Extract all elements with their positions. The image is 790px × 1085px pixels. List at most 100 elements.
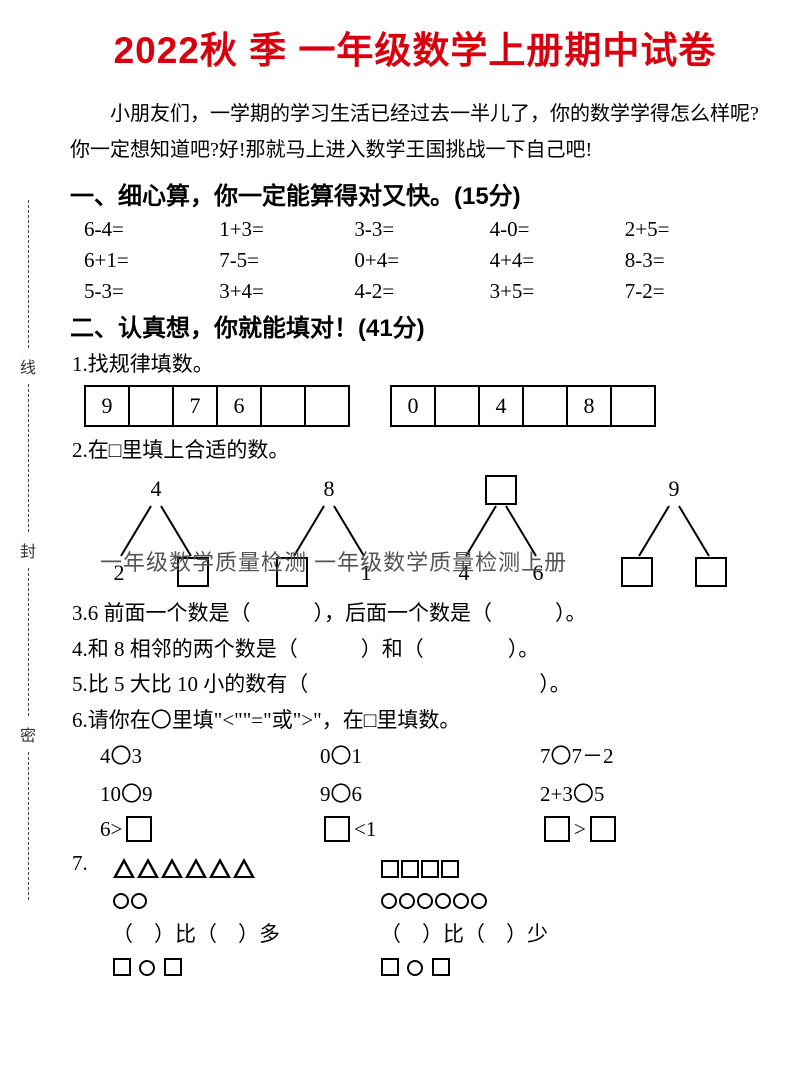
q7-right-text: （ ）比（ ）少 — [380, 918, 548, 948]
q7-label: 7. — [72, 851, 88, 875]
circle-icon — [131, 893, 147, 909]
arith-item: 7-2= — [625, 279, 760, 304]
circle-icon — [417, 893, 433, 909]
seq-cell — [435, 386, 479, 426]
content-area: 2022秋 季 一年级数学上册期中试卷 小朋友们，一学期的学习生活已经过去一半儿… — [70, 20, 760, 979]
arith-item: 3-3= — [354, 217, 489, 242]
compare-item: 10〇9 — [100, 778, 320, 808]
q7-left-text: （ ）比（ ）多 — [112, 918, 280, 948]
compare-item: > — [540, 816, 760, 842]
side-char: 密 — [20, 722, 36, 746]
triangle-icon — [209, 858, 231, 878]
arith-item: 4+4= — [490, 248, 625, 273]
circle-row — [112, 887, 280, 912]
square-icon — [381, 860, 399, 878]
side-char: 线 — [20, 354, 36, 378]
section1-heading: 一、细心算，你一定能算得对又快。(15分) — [70, 176, 760, 211]
svg-text:9: 9 — [668, 476, 679, 501]
intro-text: 小朋友们，一学期的学习生活已经过去一半儿了，你的数学学得怎么样呢?你一定想知道吧… — [70, 96, 760, 168]
sequence-tables: 9 7 6 0 4 8 — [84, 385, 760, 427]
circle-icon — [435, 893, 451, 909]
blank-box-icon — [544, 816, 570, 842]
triangle-icon — [137, 858, 159, 878]
square-icon — [381, 958, 399, 976]
seq-cell: 7 — [173, 386, 217, 426]
compare-grid: 4〇3 0〇1 7〇7－2 10〇9 9〇6 2+3〇5 6> <1 > — [100, 740, 760, 842]
arith-item: 6-4= — [84, 217, 219, 242]
seq-table-a: 9 7 6 — [84, 385, 350, 427]
seq-cell: 6 — [217, 386, 261, 426]
arith-item: 7-5= — [219, 248, 354, 273]
arith-item: 1+3= — [219, 217, 354, 242]
arith-item: 6+1= — [84, 248, 219, 273]
square-icon — [113, 958, 131, 976]
arith-item: 3+4= — [219, 279, 354, 304]
circle-icon — [399, 893, 415, 909]
exam-title: 2022秋 季 一年级数学上册期中试卷 — [70, 20, 760, 74]
watermark-text: 一年级数学质量检测 一年级数学质量检测上册 — [100, 545, 567, 577]
seq-cell — [129, 386, 173, 426]
seq-cell — [261, 386, 305, 426]
arith-item: 5-3= — [84, 279, 219, 304]
arith-item: 3+5= — [490, 279, 625, 304]
arithmetic-grid: 6-4= 1+3= 3-3= 4-0= 2+5= 6+1= 7-5= 0+4= … — [84, 217, 760, 304]
circle-icon — [139, 960, 155, 976]
arith-item: 2+5= — [625, 217, 760, 242]
compare-item: 6> — [100, 816, 320, 842]
square-row — [380, 856, 548, 881]
square-icon — [421, 860, 439, 878]
triangle-icon — [161, 858, 183, 878]
compare-item: 0〇1 — [320, 740, 540, 770]
q2-label: 2.在□里填上合适的数。 — [72, 435, 760, 467]
square-icon — [164, 958, 182, 976]
svg-text:8: 8 — [323, 476, 334, 501]
compare-item: 4〇3 — [100, 740, 320, 770]
q1-label: 1.找规律填数。 — [72, 349, 760, 381]
seq-cell — [523, 386, 567, 426]
seq-cell — [611, 386, 655, 426]
binding-margin: 线 封 密 — [18, 200, 38, 900]
q5-text: 5.比 5 大比 10 小的数有（ ）。 — [72, 669, 760, 701]
circle-row — [380, 887, 548, 912]
triangle-icon — [185, 858, 207, 878]
triangle-icon — [233, 858, 255, 878]
triangle-icon — [113, 858, 135, 878]
seq-cell: 4 — [479, 386, 523, 426]
exam-page: 线 封 密 2022秋 季 一年级数学上册期中试卷 小朋友们，一学期的学习生活已… — [0, 0, 790, 1085]
answer-shapes — [112, 954, 280, 979]
arith-item: 4-2= — [354, 279, 489, 304]
compare-item: <1 — [320, 816, 540, 842]
compare-item: 9〇6 — [320, 778, 540, 808]
circle-icon — [407, 960, 423, 976]
q7-right: （ ）比（ ）少 — [380, 856, 548, 979]
triangle-row — [112, 856, 280, 881]
arith-item: 4-0= — [490, 217, 625, 242]
blank-box-icon — [324, 816, 350, 842]
compare-item: 7〇7－2 — [540, 740, 760, 770]
arith-item: 0+4= — [354, 248, 489, 273]
q3-text: 3.6 前面一个数是（ ），后面一个数是（ ）。 — [72, 598, 760, 630]
blank-box-icon — [126, 816, 152, 842]
circle-icon — [113, 893, 129, 909]
q7-columns: （ ）比（ ）多 （ ）比（ ）少 — [112, 856, 760, 979]
seq-cell — [305, 386, 349, 426]
q4-text: 4.和 8 相邻的两个数是（ ）和（ ）。 — [72, 634, 760, 666]
square-icon — [432, 958, 450, 976]
svg-text:4: 4 — [151, 476, 162, 501]
side-char: 封 — [20, 538, 36, 562]
square-icon — [401, 860, 419, 878]
arith-item: 8-3= — [625, 248, 760, 273]
section2-heading: 二、认真想，你就能填对！(41分) — [70, 308, 760, 343]
seq-table-b: 0 4 8 — [390, 385, 656, 427]
seq-cell: 8 — [567, 386, 611, 426]
q6-label: 6.请你在〇里填"<""="或">"，在□里填数。 — [72, 705, 760, 737]
circle-icon — [453, 893, 469, 909]
seq-cell: 9 — [85, 386, 129, 426]
q7-left: （ ）比（ ）多 — [112, 856, 280, 979]
blank-box-icon — [590, 816, 616, 842]
circle-icon — [381, 893, 397, 909]
compare-item: 2+3〇5 — [540, 778, 760, 808]
answer-shapes — [380, 954, 548, 979]
circle-icon — [471, 893, 487, 909]
seq-cell: 0 — [391, 386, 435, 426]
